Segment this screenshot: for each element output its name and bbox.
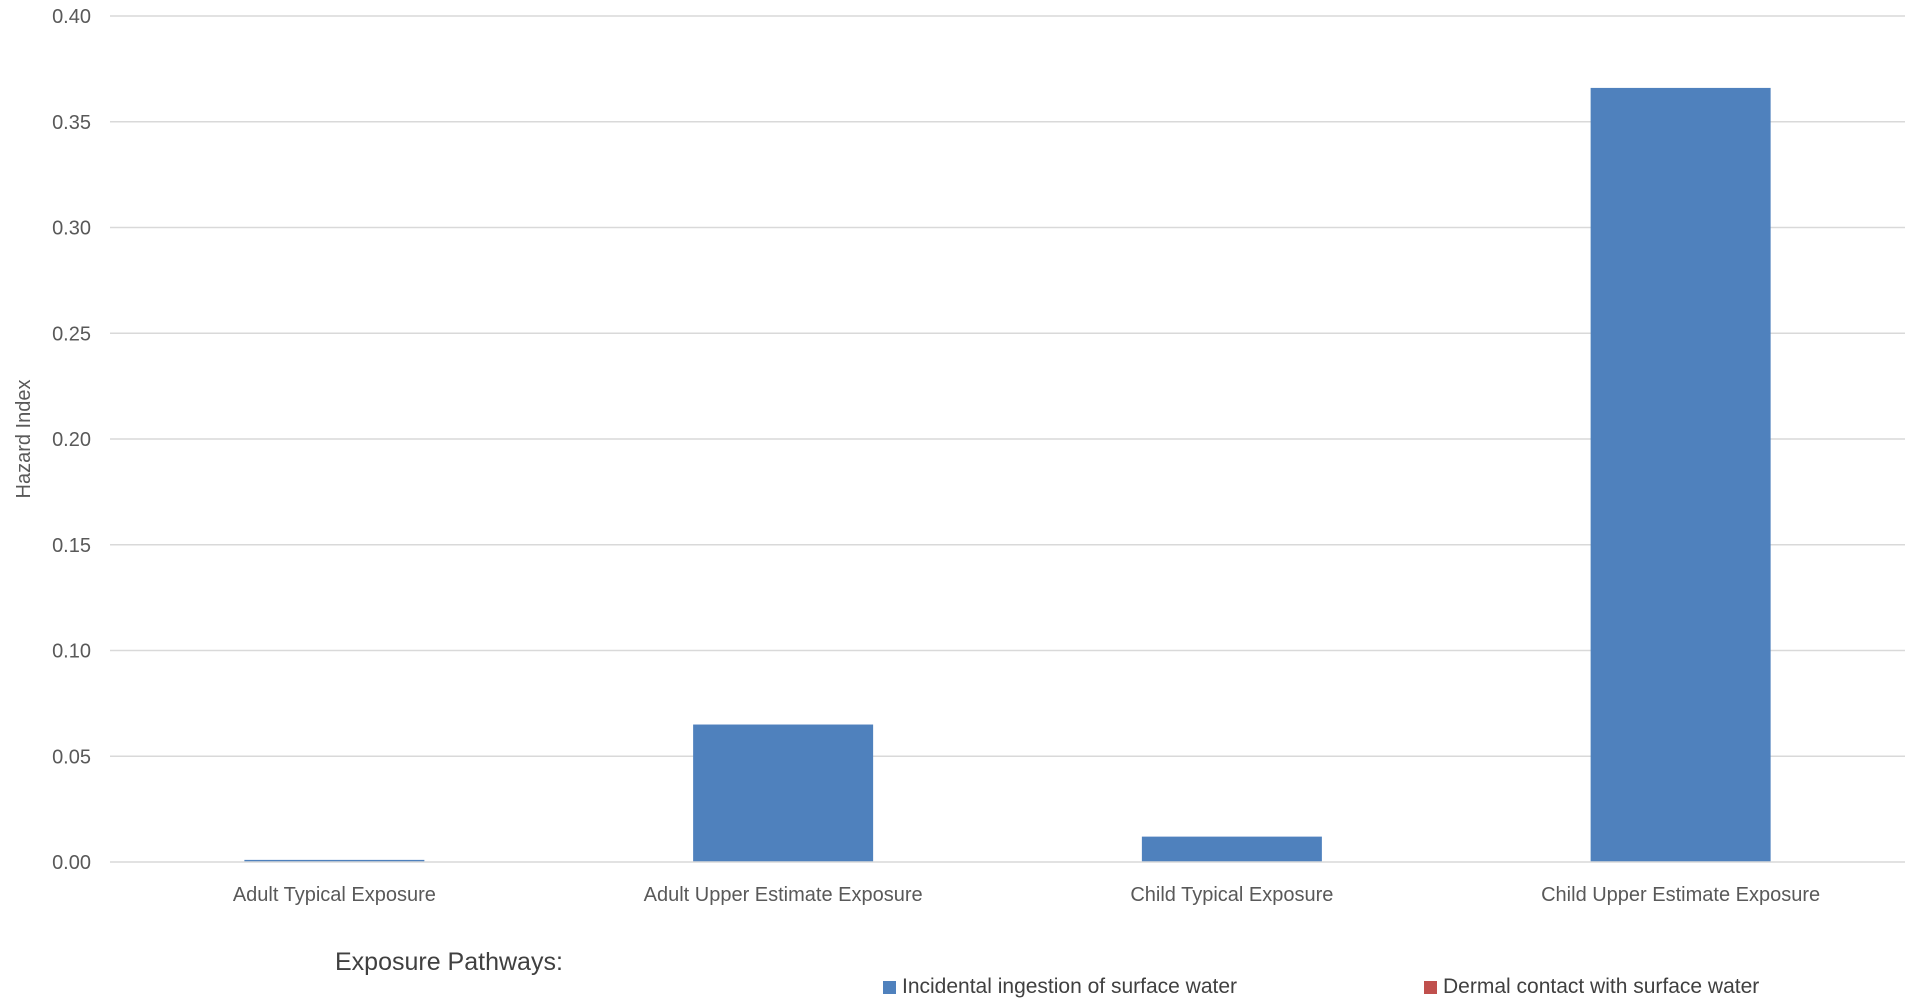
x-axis-tick-labels: Adult Typical Exposure Adult Upper Estima… [233, 884, 1820, 906]
bar [1590, 87, 1771, 862]
y-tick-label: 0.05 [52, 746, 91, 768]
y-tick-label: 0.40 [52, 6, 91, 28]
y-axis-tick-labels: 0.00 0.05 0.10 0.15 0.20 0.25 0.30 0.35 0.40 [52, 6, 91, 874]
y-tick-label: 0.10 [52, 641, 91, 663]
gridlines [110, 15, 1905, 757]
legend-swatch-dermal [1424, 980, 1437, 994]
bar [244, 859, 425, 862]
y-tick-label: 0.30 [52, 218, 91, 240]
legend-item-ingestion: Incidental ingestion of surface water [883, 975, 1237, 999]
y-tick-label: 0.25 [52, 323, 91, 345]
y-tick-label: 0.35 [52, 112, 91, 134]
bar [693, 724, 874, 862]
y-tick-label: 0.15 [52, 535, 91, 557]
y-axis-label: Hazard Index [13, 380, 35, 499]
legend: Incidental ingestion of surface water De… [0, 975, 1914, 999]
x-tick-label: Adult Upper Estimate Exposure [644, 884, 923, 906]
x-tick-label: Child Upper Estimate Exposure [1541, 884, 1820, 906]
legend-title: Exposure Pathways: [335, 948, 563, 976]
bars [244, 87, 1771, 862]
x-tick-label: Child Typical Exposure [1130, 884, 1333, 906]
legend-label-ingestion: Incidental ingestion of surface water [902, 975, 1238, 998]
legend-label-dermal: Dermal contact with surface water [1443, 975, 1760, 998]
legend-item-dermal: Dermal contact with surface water [1424, 975, 1759, 999]
x-tick-label: Adult Typical Exposure [233, 884, 436, 906]
legend-swatch-ingestion [883, 980, 896, 994]
y-tick-label: 0.20 [52, 429, 91, 451]
bar [1141, 836, 1322, 862]
y-tick-label: 0.00 [52, 852, 91, 874]
